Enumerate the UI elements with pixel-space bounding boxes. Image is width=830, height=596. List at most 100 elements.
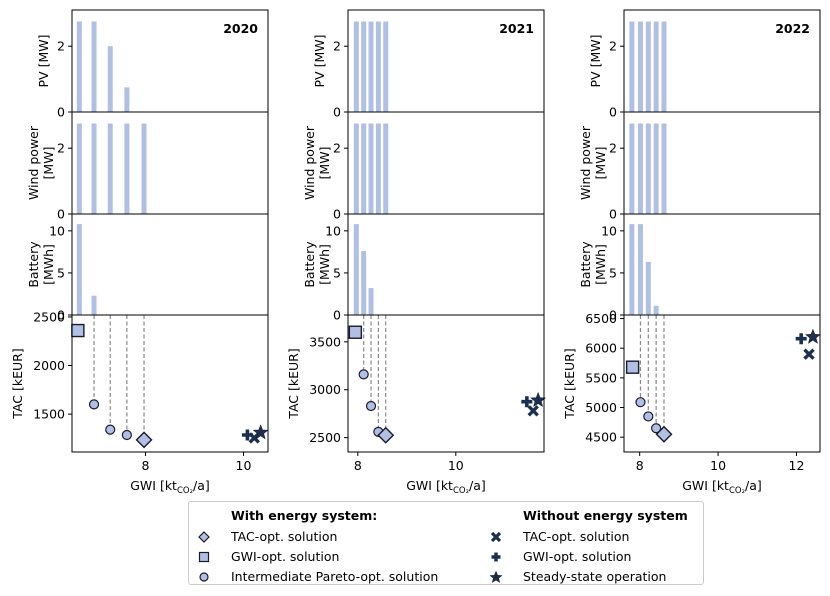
y-tick-label: 2500 — [33, 309, 65, 324]
y-tick-label: 5 — [333, 265, 341, 280]
y-tick-label: 2 — [333, 39, 341, 54]
y-tick-label: 0 — [57, 207, 65, 222]
legend-label: TAC-opt. solution — [523, 529, 630, 544]
legend-with-energy: With energy system: TAC-opt. solution GW… — [189, 507, 438, 587]
pv-bar — [76, 21, 82, 112]
y-axis-label: [MWh] — [41, 244, 56, 285]
y-tick-label: 5 — [609, 265, 617, 280]
legend-label: GWI-opt. solution — [231, 549, 340, 564]
legend-item: GWI-opt. solution — [481, 547, 688, 567]
tac-axes-2022: GWI [ktCO₂/a] — [620, 314, 821, 496]
intermediate-circle-marker — [651, 423, 662, 434]
y-axis-label: Battery — [26, 241, 41, 288]
battery-bar — [76, 224, 82, 315]
y-tick-label: 0 — [609, 207, 617, 222]
y-tick-label: 2000 — [33, 358, 65, 373]
battery-axes-2021 — [344, 213, 545, 316]
tac-axes-2021: GWI [ktCO₂/a] — [344, 314, 547, 496]
pv-bar — [653, 21, 659, 112]
y-axis-label: [MW] — [41, 147, 56, 180]
x-tick-label: 10 — [236, 458, 252, 473]
intermediate-circle-marker — [88, 399, 100, 410]
wind-axes-2022 — [620, 111, 821, 215]
legend-item: Intermediate Pareto-opt. solution — [189, 567, 438, 587]
pv-bar — [124, 87, 130, 112]
wind-bar — [645, 123, 651, 214]
steady-state-star-marker — [530, 391, 547, 408]
tac-axes-2020: GWI [ktCO₂/a] — [68, 314, 269, 496]
y-tick-label: 0 — [333, 105, 341, 120]
star-icon — [489, 571, 503, 583]
y-tick-label: 0 — [333, 207, 341, 222]
diamond-icon — [198, 531, 210, 543]
x-tick-label: 8 — [142, 458, 150, 473]
circle-icon — [199, 572, 209, 582]
y-tick-label: 0 — [333, 308, 341, 323]
y-tick-label: 2 — [57, 39, 65, 54]
legend-with-title: With energy system: — [231, 508, 378, 523]
y-tick-label: 5000 — [585, 400, 617, 415]
wind-bar — [661, 123, 667, 214]
pv-bar — [91, 21, 97, 112]
y-tick-label: 3000 — [309, 382, 341, 397]
y-axis-label: TAC [kEUR] — [10, 348, 25, 419]
legend: With energy system: TAC-opt. solution GW… — [188, 501, 704, 585]
y-axis-label: Wind power — [26, 125, 41, 200]
tac-opt-x-marker — [803, 348, 815, 360]
battery-axes-2022 — [620, 213, 821, 316]
pv-bar — [107, 46, 113, 112]
y-tick-label: 10 — [601, 223, 617, 238]
x-tick-label: 8 — [354, 458, 362, 473]
battery-bar — [361, 251, 367, 315]
battery-bar — [653, 305, 659, 315]
wind-bar — [124, 123, 130, 214]
axes-frame — [623, 213, 821, 316]
legend-label: Steady-state operation — [523, 569, 667, 584]
pv-bar — [353, 21, 359, 112]
wind-bar — [353, 123, 359, 214]
intermediate-circle-marker — [635, 397, 646, 408]
tac-opt-diamond-marker — [377, 426, 395, 444]
legend-item: TAC-opt. solution — [481, 527, 688, 547]
pv-bar — [645, 21, 651, 112]
wind-bar — [91, 123, 97, 214]
x-tick-label: 10 — [710, 458, 726, 473]
battery-axes-2020 — [68, 213, 269, 316]
wind-axes-2021 — [344, 111, 545, 215]
intermediate-circle-marker — [358, 369, 369, 380]
y-axis-label: PV [MW] — [312, 35, 327, 88]
axes-frame — [347, 213, 545, 316]
battery-bar — [353, 224, 359, 315]
y-tick-label: 10 — [325, 223, 341, 238]
y-tick-label: 2 — [57, 141, 65, 156]
intermediate-circle-marker — [643, 411, 654, 422]
wind-bar — [375, 123, 381, 214]
pv-bar — [361, 21, 367, 112]
y-tick-label: 6000 — [585, 341, 617, 356]
x-axis-label: GWI [ktCO₂/a] — [406, 478, 486, 496]
axes-frame — [71, 314, 269, 453]
pv-bar — [637, 21, 643, 112]
y-axis-label: TAC [kEUR] — [286, 348, 301, 419]
y-axis-label: [MWh] — [317, 244, 332, 285]
legend-without-energy: Without energy system TAC-opt. solution … — [481, 507, 688, 587]
axes-frame — [71, 213, 269, 316]
y-tick-label: 2500 — [309, 430, 341, 445]
y-tick-label: 4500 — [585, 430, 617, 445]
legend-label: GWI-opt. solution — [523, 549, 632, 564]
wind-bar — [368, 123, 374, 214]
y-axis-label: [MW] — [317, 147, 332, 180]
legend-item: TAC-opt. solution — [189, 527, 438, 547]
y-axis-label: TAC [kEUR] — [562, 348, 577, 419]
x-tick-label: 8 — [636, 458, 644, 473]
pv-bar — [383, 21, 389, 112]
panel-year-title: 2020 — [223, 21, 258, 36]
y-axis-label: Wind power — [302, 125, 317, 200]
gwi-opt-square-marker — [71, 323, 85, 338]
y-tick-label: 0 — [609, 105, 617, 120]
steady-state-star-marker — [805, 328, 821, 344]
gwi-opt-square-marker — [625, 360, 640, 374]
battery-bar — [629, 224, 635, 315]
legend-label: TAC-opt. solution — [231, 529, 338, 544]
pv-bar — [368, 21, 374, 112]
